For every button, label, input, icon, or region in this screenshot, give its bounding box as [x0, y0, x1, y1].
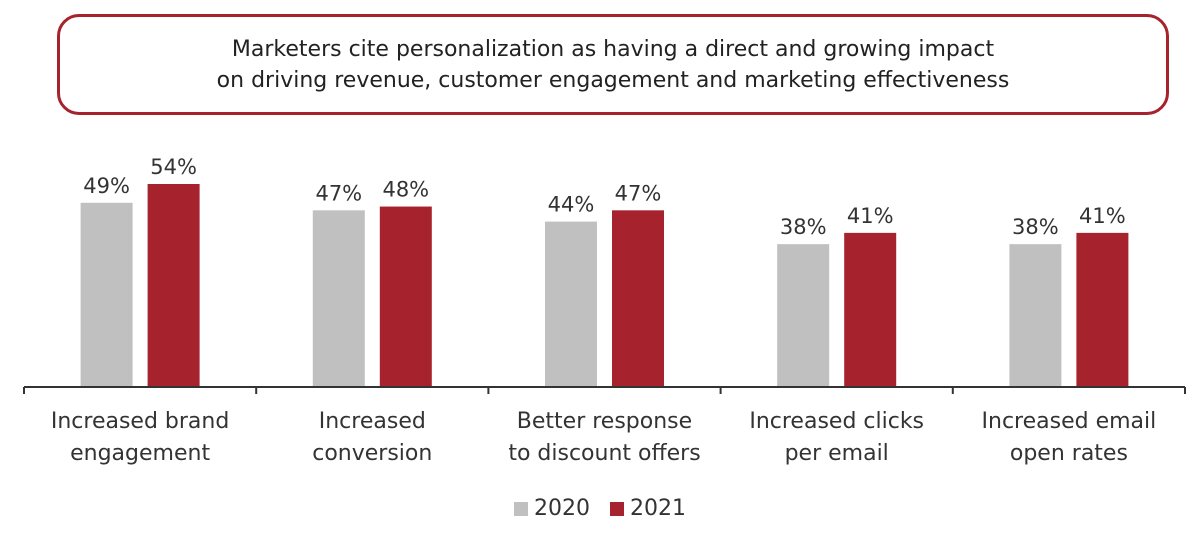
category-label-3-line-1: Increased clicks — [749, 409, 924, 434]
data-label-2021-0: 54% — [150, 155, 197, 179]
chart-title-line-1: Marketers cite personalization as having… — [231, 36, 995, 62]
bar-2020-0 — [80, 202, 133, 387]
legend-swatch-2021 — [610, 501, 624, 516]
bar-2020-3 — [777, 244, 830, 387]
category-label-2-line-2: to discount offers — [508, 441, 700, 466]
bar-2021-2 — [612, 210, 664, 387]
bar-2021-4 — [1076, 232, 1129, 387]
chart-title-box: Marketers cite personalization as having… — [57, 14, 1169, 115]
category-label-4-line-2: open rates — [1010, 441, 1128, 466]
chart-legend: 2020 2021 — [0, 496, 1200, 521]
category-label-0-line-1: Increased brand — [51, 409, 229, 434]
bar-2021-1 — [379, 206, 432, 387]
bar-2020-4 — [1009, 244, 1062, 387]
legend-label-2021: 2021 — [630, 496, 686, 521]
bar-2021-0 — [147, 184, 200, 387]
data-label-2021-3: 41% — [847, 204, 894, 228]
legend-swatch-2020 — [514, 501, 528, 516]
legend-item-2021: 2021 — [610, 496, 686, 521]
data-label-2021-2: 47% — [615, 181, 662, 205]
category-label-2-line-1: Better response — [517, 409, 692, 434]
category-label-1-line-2: conversion — [312, 441, 432, 466]
bar-2021-3 — [844, 232, 897, 387]
bar-2020-1 — [312, 210, 365, 387]
data-label-2021-1: 48% — [382, 178, 429, 202]
data-label-2020-2: 44% — [548, 193, 595, 217]
category-label-0-line-2: engagement — [70, 441, 210, 466]
data-label-2020-4: 38% — [1012, 215, 1059, 239]
category-label-1-line-1: Increased — [319, 409, 426, 434]
category-label-3-line-2: per email — [785, 441, 889, 466]
data-label-2020-1: 47% — [315, 181, 362, 205]
legend-item-2020: 2020 — [514, 496, 590, 521]
category-label-4-line-1: Increased email — [982, 409, 1157, 434]
chart-title-line-2: on driving revenue, customer engagement … — [216, 67, 1010, 93]
data-label-2020-0: 49% — [83, 174, 130, 198]
data-label-2021-4: 41% — [1079, 204, 1126, 228]
bar-2020-2 — [545, 221, 597, 387]
legend-label-2020: 2020 — [534, 496, 590, 521]
data-label-2020-3: 38% — [780, 215, 827, 239]
